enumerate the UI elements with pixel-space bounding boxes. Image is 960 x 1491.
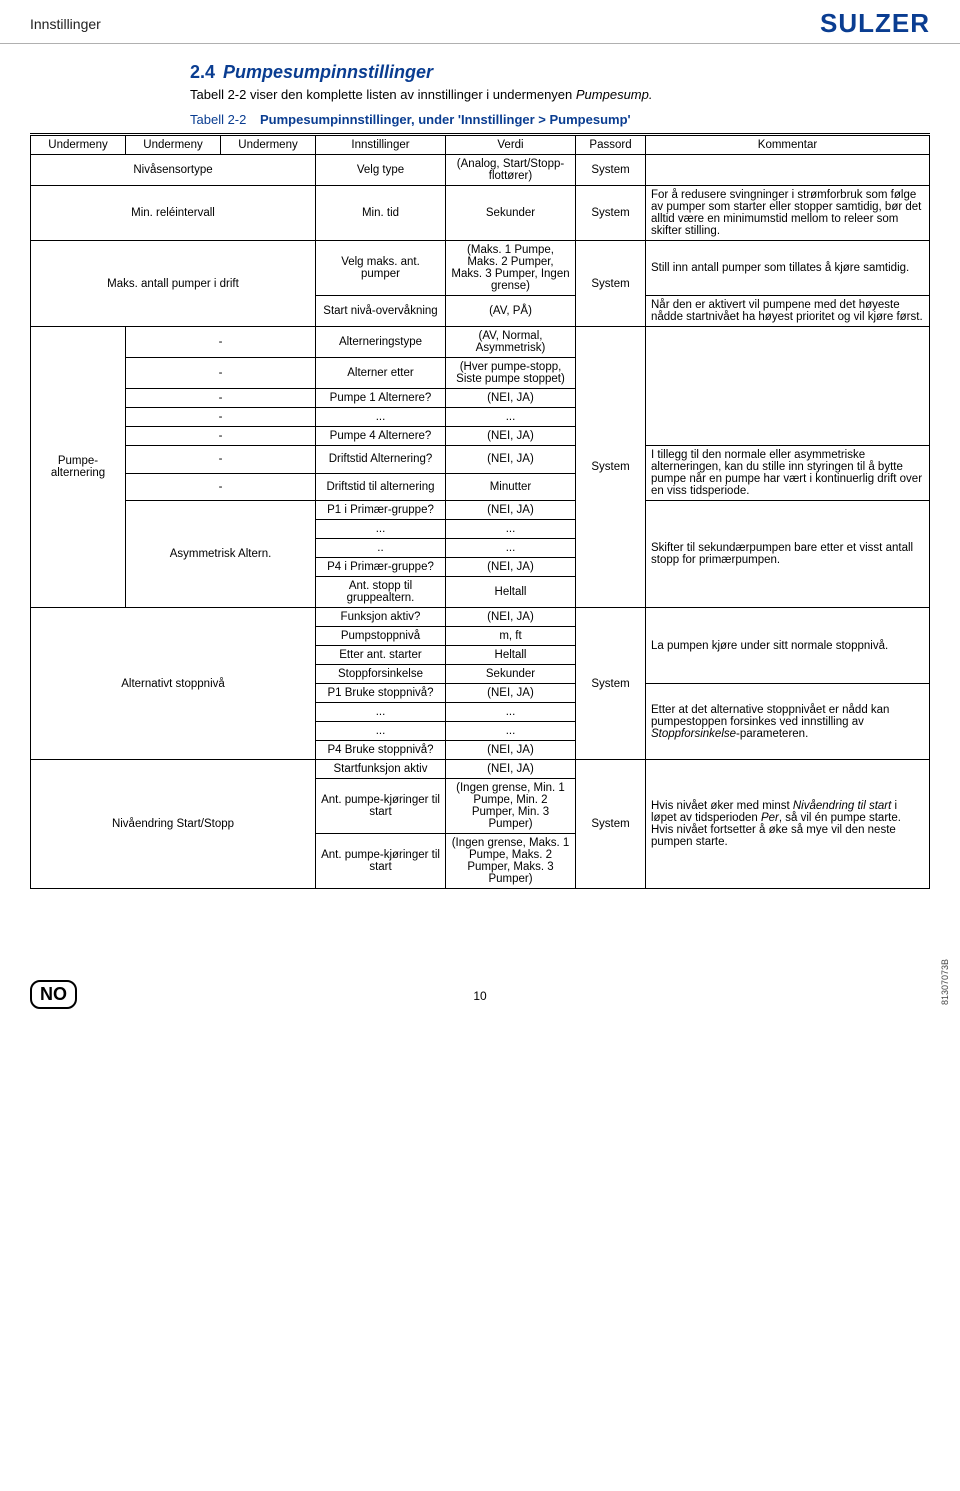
language-badge: NO (30, 980, 77, 1009)
breadcrumb: Innstillinger (30, 16, 101, 32)
settings-table: Undermeny Undermeny Undermeny Innstillin… (30, 133, 930, 889)
th-passord: Passord (576, 135, 646, 155)
th-undermeny-1: Undermeny (31, 135, 126, 155)
page-content: 2.4 Pumpesumpinnstillinger Tabell 2-2 vis… (0, 44, 960, 929)
niv-comment: Hvis nivået øker med minst Nivåendring t… (646, 760, 930, 889)
page-footer: NO 10 81307073B (0, 959, 960, 1009)
brand-logo: SULZER (820, 8, 930, 39)
table-row: Alternativt stoppnivå Funksjon aktiv? (N… (31, 608, 930, 627)
table-row: Asymmetrisk Altern. P1 i Primær-gruppe? … (31, 501, 930, 520)
th-undermeny-2: Undermeny (126, 135, 221, 155)
th-verdi: Verdi (446, 135, 576, 155)
table-caption: Tabell 2-2 Pumpesumpinnstillinger, under… (190, 112, 930, 127)
page-header: Innstillinger SULZER (0, 0, 960, 44)
table-row: Min. reléintervall Min. tid Sekunder Sys… (31, 186, 930, 241)
th-innstillinger: Innstillinger (316, 135, 446, 155)
table-row: Nivåsensortype Velg type (Analog, Start/… (31, 155, 930, 186)
th-kommentar: Kommentar (646, 135, 930, 155)
table-row: Pumpe-alternering - Alterneringstype (AV… (31, 327, 930, 358)
page-number: 10 (473, 989, 486, 1003)
section-intro: Tabell 2-2 viser den komplette listen av… (190, 87, 930, 102)
section-title: 2.4 Pumpesumpinnstillinger (190, 62, 930, 83)
th-undermeny-3: Undermeny (221, 135, 316, 155)
section-number: 2.4 (190, 62, 215, 82)
section-title-text: Pumpesumpinnstillinger (223, 62, 433, 82)
table-row: Maks. antall pumper i drift Velg maks. a… (31, 241, 930, 296)
stop-comment-2: Etter at det alternative stoppnivået er … (646, 684, 930, 760)
table-row: - Driftstid Alternering? (NEI, JA) I til… (31, 446, 930, 474)
document-id: 81307073B (940, 959, 950, 1005)
table-header-row: Undermeny Undermeny Undermeny Innstillin… (31, 135, 930, 155)
table-row: Nivåendring Start/Stopp Startfunksjon ak… (31, 760, 930, 779)
